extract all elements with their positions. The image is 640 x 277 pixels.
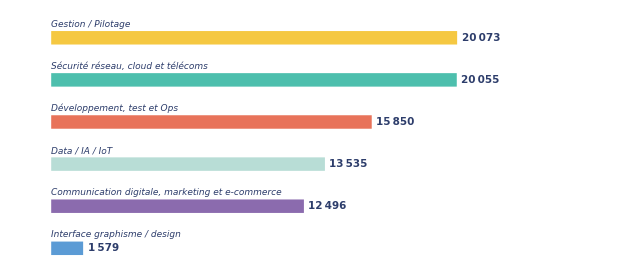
Text: Développement, test et Ops: Développement, test et Ops bbox=[51, 104, 179, 113]
FancyBboxPatch shape bbox=[51, 199, 304, 213]
FancyBboxPatch shape bbox=[51, 115, 372, 129]
Text: Interface graphisme / design: Interface graphisme / design bbox=[51, 230, 181, 239]
Text: 12 496: 12 496 bbox=[308, 201, 347, 211]
FancyBboxPatch shape bbox=[51, 31, 457, 45]
Text: Gestion / Pilotage: Gestion / Pilotage bbox=[51, 20, 131, 29]
FancyBboxPatch shape bbox=[51, 242, 83, 255]
Text: 1 579: 1 579 bbox=[88, 243, 118, 253]
FancyBboxPatch shape bbox=[51, 73, 457, 87]
Text: Sécurité réseau, cloud et télécoms: Sécurité réseau, cloud et télécoms bbox=[51, 62, 208, 71]
Text: 13 535: 13 535 bbox=[330, 159, 368, 169]
Text: 20 073: 20 073 bbox=[461, 33, 500, 43]
Text: Communication digitale, marketing et e-commerce: Communication digitale, marketing et e-c… bbox=[51, 188, 282, 197]
Text: 20 055: 20 055 bbox=[461, 75, 500, 85]
Text: 15 850: 15 850 bbox=[376, 117, 415, 127]
FancyBboxPatch shape bbox=[51, 157, 325, 171]
Text: Data / IA / IoT: Data / IA / IoT bbox=[51, 146, 113, 155]
